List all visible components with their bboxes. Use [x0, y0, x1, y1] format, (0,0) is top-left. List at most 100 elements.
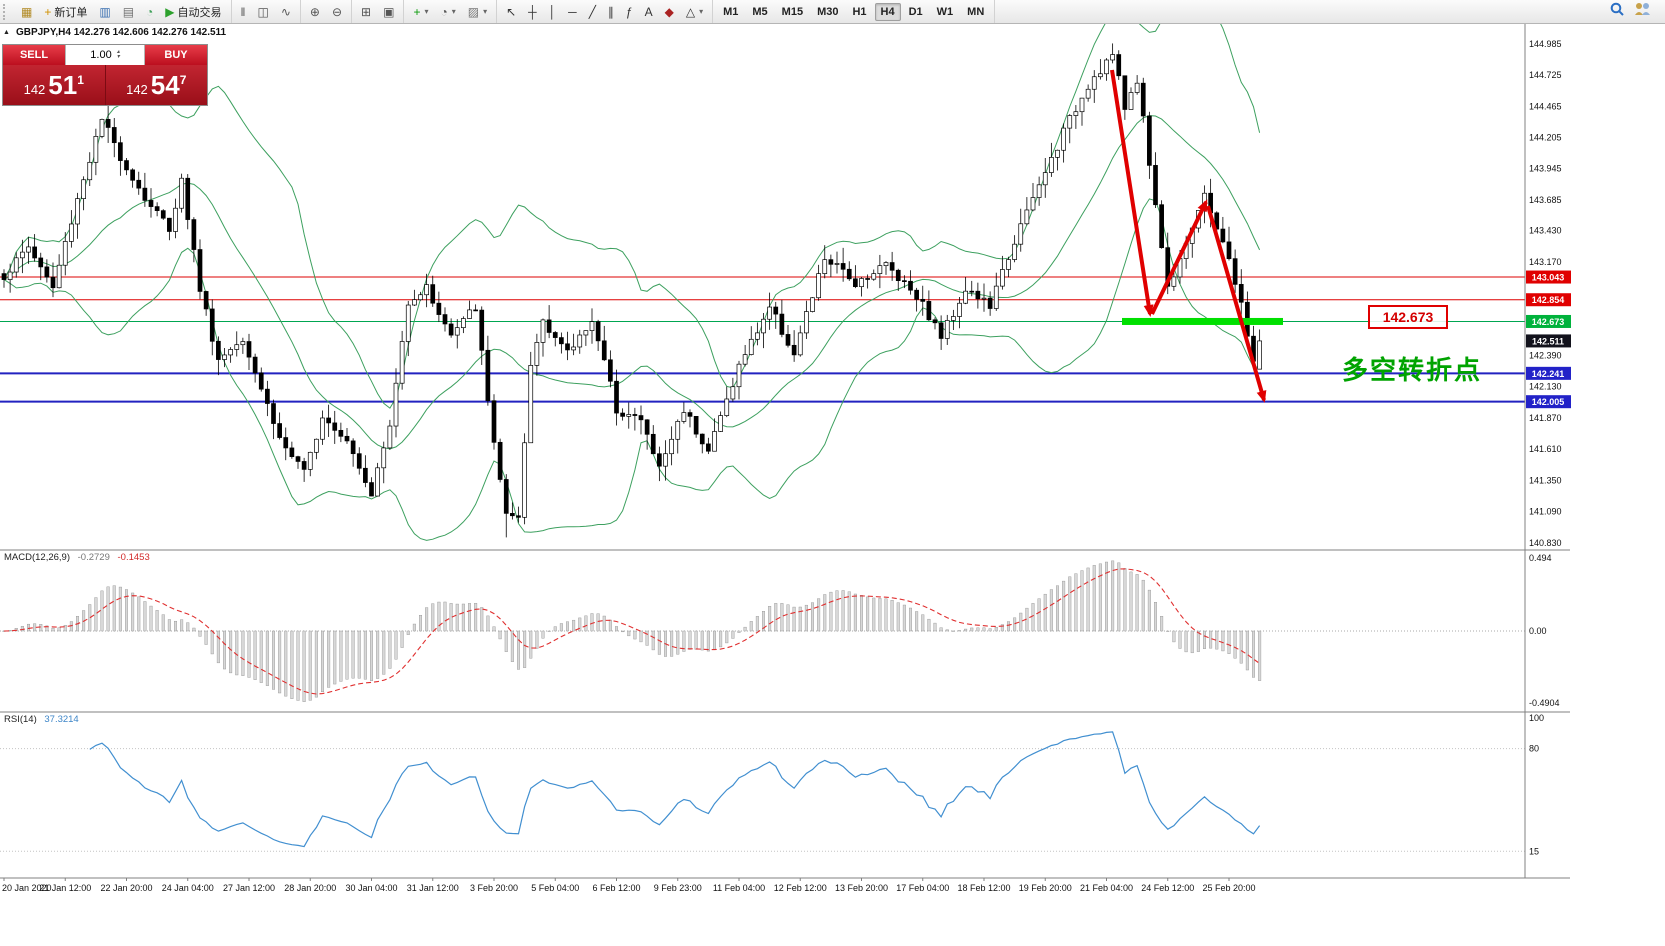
buy-button[interactable]: BUY: [145, 45, 207, 65]
volume-stepper[interactable]: ▴ ▾: [116, 49, 120, 60]
crosshair-button[interactable]: ┼: [523, 3, 542, 21]
tf-m15-button[interactable]: M15: [776, 3, 809, 21]
horizontal-lines[interactable]: [0, 276, 1525, 403]
svg-text:5 Feb 04:00: 5 Feb 04:00: [531, 883, 579, 893]
trendline-button[interactable]: ╱: [584, 3, 601, 21]
tf-w1-button[interactable]: W1: [931, 3, 960, 21]
trend-arrows[interactable]: [1110, 69, 1267, 403]
market-watch-button[interactable]: ▥: [94, 3, 115, 21]
indicators-button-dropdown-icon[interactable]: ▾: [424, 7, 429, 16]
vertical-line-button[interactable]: │: [544, 3, 562, 21]
svg-text:140.830: 140.830: [1529, 538, 1562, 548]
new-order-icon: +: [44, 4, 52, 19]
arrow-label-button[interactable]: ◆: [660, 3, 679, 21]
tf-m5-button[interactable]: M5: [746, 3, 773, 21]
tf-d1-button[interactable]: D1: [903, 3, 929, 21]
shapes-button-dropdown-icon[interactable]: ▾: [699, 7, 704, 16]
svg-text:19 Feb 20:00: 19 Feb 20:00: [1019, 883, 1072, 893]
svg-text:27 Jan 12:00: 27 Jan 12:00: [223, 883, 275, 893]
volume-value: 1.00: [90, 49, 112, 61]
arrow-label-icon: ◆: [664, 4, 674, 19]
fibonacci-button[interactable]: ƒ: [621, 3, 638, 21]
tf-h1-button[interactable]: H1: [846, 3, 872, 21]
stepper-up-icon[interactable]: ▴: [116, 49, 120, 55]
svg-text:142.673: 142.673: [1532, 317, 1565, 327]
new-chart-button[interactable]: ▦: [16, 3, 37, 21]
svg-text:142.854: 142.854: [1532, 295, 1565, 305]
buy-price[interactable]: 142 54 7: [105, 65, 207, 105]
tf-m30-button-label: M30: [817, 5, 839, 18]
periods-button-dropdown-icon[interactable]: ▾: [451, 7, 456, 16]
toolbar-group-zoom: ⊕ ⊖: [301, 0, 353, 23]
indicators-button[interactable]: + ▾: [408, 3, 433, 21]
svg-text:143.945: 143.945: [1529, 164, 1562, 174]
trade-panel-top-row: SELL 1.00 ▴ ▾ BUY: [3, 45, 207, 65]
svg-text:31 Jan 12:00: 31 Jan 12:00: [407, 883, 459, 893]
cursor-icon: ↖: [506, 4, 517, 19]
rsi-value: 37.3214: [44, 714, 79, 725]
buy-price-sup: 7: [179, 73, 187, 87]
zoom-out-button[interactable]: ⊖: [327, 3, 347, 21]
tf-m1-button[interactable]: M1: [717, 3, 744, 21]
toolbar-right: [1610, 2, 1665, 21]
oneclick-collapse-icon[interactable]: ▲: [3, 29, 10, 36]
svg-text:15: 15: [1529, 846, 1539, 856]
svg-text:143.170: 143.170: [1529, 257, 1562, 267]
candlestick-button[interactable]: ◫: [253, 3, 274, 21]
sell-price-prefix: 142: [23, 81, 46, 97]
text-button[interactable]: A: [640, 3, 658, 21]
templates-button[interactable]: ▨ ▾: [463, 3, 492, 21]
periods-button[interactable]: ◔ ▾: [435, 3, 460, 21]
cursor-button[interactable]: ↖: [501, 3, 521, 21]
templates-button-dropdown-icon[interactable]: ▾: [483, 7, 488, 16]
horizontal-line-button[interactable]: ─: [563, 3, 582, 21]
channel-icon: ∥: [607, 4, 614, 19]
price-axis[interactable]: 144.985 144.725 144.465 144.205 143.945 143.6…: [0, 24, 1571, 879]
toolbar-group-chart-type: ‖ ◫ ∿: [232, 0, 301, 23]
turning-point-annotation[interactable]: 多空转折点: [1342, 355, 1483, 385]
macd-name: MACD(12,26,9): [4, 552, 70, 563]
macd-value-main: -0.2729: [77, 552, 110, 563]
tf-m30-button[interactable]: M30: [811, 3, 844, 21]
volume-input[interactable]: 1.00 ▴ ▾: [65, 45, 145, 65]
cascade-windows-button[interactable]: ▣: [378, 3, 399, 21]
svg-text:0.494: 0.494: [1529, 553, 1552, 563]
zoom-in-button[interactable]: ⊕: [305, 3, 325, 21]
svg-text:11 Feb 04:00: 11 Feb 04:00: [713, 883, 765, 893]
tile-windows-button[interactable]: ⊞: [356, 3, 376, 21]
shapes-button[interactable]: △ ▾: [681, 3, 708, 21]
sell-price[interactable]: 142 51 1: [3, 65, 106, 105]
svg-text:100: 100: [1529, 713, 1544, 723]
svg-text:143.430: 143.430: [1529, 226, 1562, 236]
support-zone-highlight[interactable]: [1122, 317, 1283, 325]
toolbar-drag-handle[interactable]: [3, 3, 9, 20]
autotrading-button[interactable]: ▶ 自动交易: [160, 1, 226, 23]
data-window-button[interactable]: ▤: [118, 3, 139, 21]
svg-text:141.350: 141.350: [1529, 475, 1562, 485]
tf-mn-button[interactable]: MN: [961, 3, 990, 21]
channel-button[interactable]: ∥: [603, 3, 619, 21]
svg-text:17 Feb 04:00: 17 Feb 04:00: [896, 883, 949, 893]
tf-h4-button[interactable]: H4: [874, 2, 901, 21]
svg-text:141.090: 141.090: [1529, 507, 1562, 517]
search-icon[interactable]: [1610, 2, 1624, 21]
bar-chart-icon: ‖: [240, 4, 246, 19]
stepper-down-icon[interactable]: ▾: [116, 54, 120, 60]
line-chart-icon: ∿: [280, 4, 291, 19]
sell-button[interactable]: SELL: [3, 45, 65, 65]
line-chart-button[interactable]: ∿: [276, 3, 296, 21]
macd-value-signal: -0.1453: [117, 552, 150, 563]
new-order-button[interactable]: + 新订单: [39, 1, 92, 23]
price-callout-label[interactable]: 142.673: [1368, 305, 1448, 329]
navigator-button[interactable]: ◔: [141, 3, 158, 21]
svg-text:143.685: 143.685: [1529, 195, 1562, 205]
svg-text:12 Feb 12:00: 12 Feb 12:00: [774, 883, 827, 893]
symbol-header: ▲ GBPJPY,H4 142.276 142.606 142.276 142.…: [3, 27, 226, 38]
tf-m1-button-label: M1: [723, 5, 739, 18]
indicators-icon: +: [413, 4, 421, 19]
community-icon[interactable]: [1634, 2, 1651, 21]
bar-chart-button[interactable]: ‖: [236, 3, 251, 21]
svg-text:142.390: 142.390: [1529, 350, 1562, 360]
